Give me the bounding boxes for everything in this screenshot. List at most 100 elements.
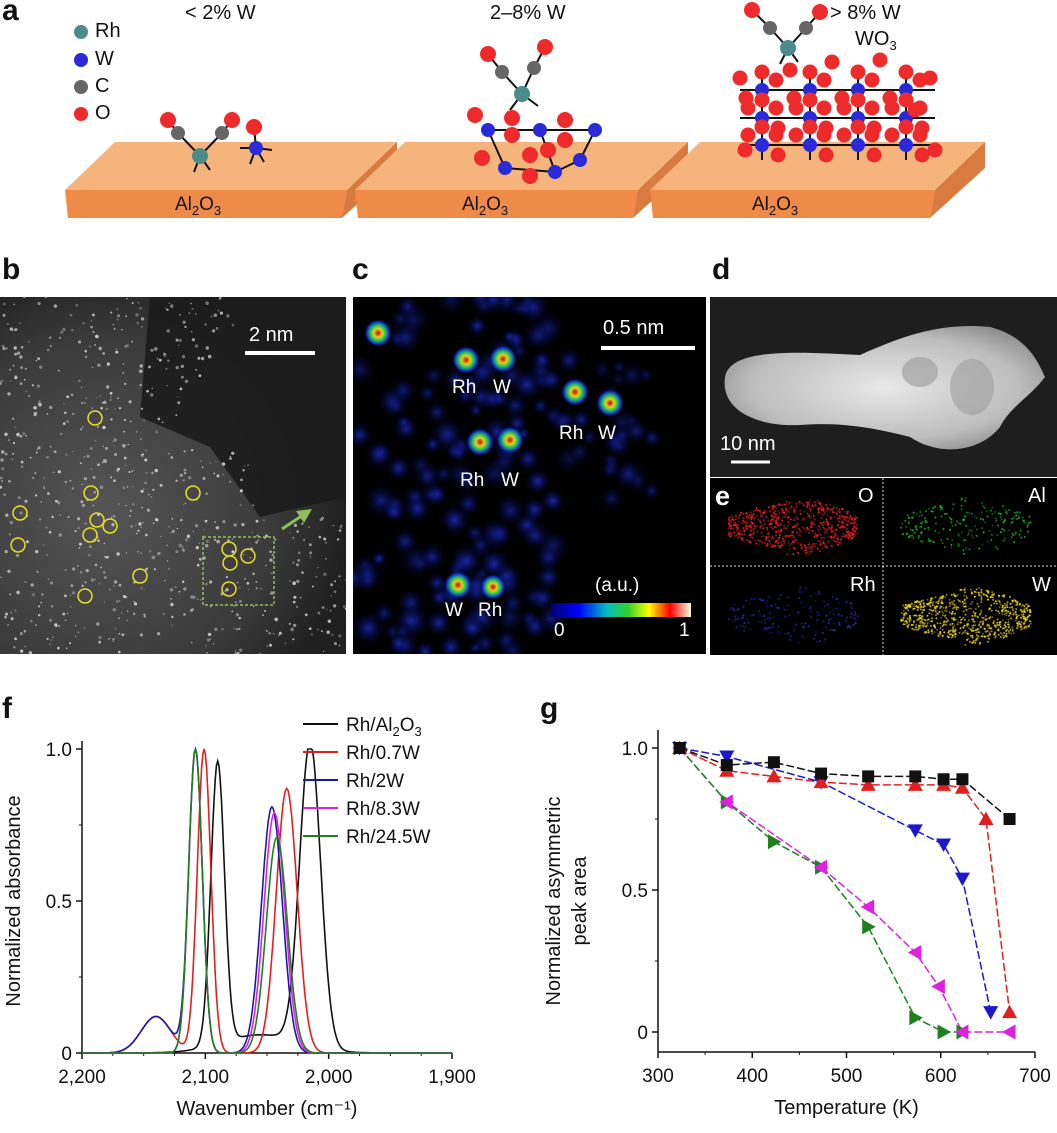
eds-signal-dot bbox=[792, 519, 795, 521]
wo3-tungsten-atom bbox=[803, 138, 817, 152]
eds-signal-dot bbox=[826, 514, 829, 517]
eds-signal-dot bbox=[1014, 599, 1017, 602]
haadf-speckle bbox=[89, 345, 91, 348]
haadf-speckle bbox=[66, 395, 70, 399]
eds-signal-dot bbox=[728, 526, 731, 529]
haadf-speckle bbox=[91, 407, 94, 410]
eds-signal-dot bbox=[968, 640, 971, 643]
eds-signal-dot bbox=[935, 601, 938, 604]
eds-signal-dot bbox=[979, 626, 982, 628]
eds-signal-dot bbox=[945, 610, 948, 613]
panel-d-label: d bbox=[712, 253, 731, 286]
f-series-line bbox=[82, 748, 452, 1054]
haadf-speckle bbox=[134, 524, 137, 527]
eds-signal-dot bbox=[816, 547, 819, 550]
haadf-speckle bbox=[271, 554, 274, 557]
eds-signal-dot bbox=[937, 602, 940, 605]
eds-signal-dot bbox=[974, 641, 977, 644]
eds-signal-dot bbox=[791, 526, 794, 529]
eds-signal-dot bbox=[1027, 625, 1030, 628]
eds-signal-dot bbox=[771, 508, 774, 511]
haadf-speckle bbox=[49, 336, 52, 339]
eds-signal-dot bbox=[926, 624, 929, 627]
wo3-oxygen-atom bbox=[754, 119, 770, 135]
haadf-speckle bbox=[16, 432, 20, 437]
haadf-speckle bbox=[293, 595, 297, 599]
eds-signal-dot bbox=[963, 599, 966, 602]
eds-signal-dot bbox=[738, 533, 741, 536]
eds-signal-dot bbox=[846, 528, 848, 530]
eds-signal-dot bbox=[811, 521, 814, 524]
eds-signal-dot bbox=[827, 523, 830, 526]
eds-signal-dot bbox=[750, 598, 753, 601]
eds-signal-dot bbox=[902, 623, 905, 626]
haadf-speckle bbox=[268, 632, 271, 635]
eds-signal-dot bbox=[900, 526, 903, 529]
haadf-speckle bbox=[113, 585, 115, 587]
eds-signal-dot bbox=[935, 617, 938, 620]
haadf-speckle bbox=[183, 450, 186, 453]
eds-signal-dot bbox=[768, 523, 771, 526]
eds-signal-dot bbox=[1028, 620, 1031, 622]
eds-signal-dot bbox=[730, 527, 733, 530]
haadf-speckle bbox=[269, 643, 272, 647]
wo3-oxygen-atom bbox=[836, 100, 852, 116]
eds-signal-dot bbox=[775, 530, 778, 532]
eds-signal-dot bbox=[974, 525, 977, 528]
haadf-speckle bbox=[84, 349, 88, 353]
eds-signal-dot bbox=[950, 546, 953, 549]
colorbar-max: 1 bbox=[679, 620, 690, 641]
eds-signal-dot bbox=[948, 611, 951, 614]
eds-signal-dot bbox=[808, 607, 811, 610]
g-x-tick-label: 700 bbox=[1019, 1066, 1051, 1087]
eds-signal-dot bbox=[954, 595, 957, 598]
eds-signal-dot bbox=[826, 505, 829, 507]
eds-signal-dot bbox=[854, 530, 856, 533]
eds-signal-dot bbox=[964, 629, 967, 632]
haadf-speckle bbox=[257, 539, 260, 542]
eds-signal-dot bbox=[782, 511, 785, 514]
haadf-speckle bbox=[35, 550, 39, 554]
eds-signal-dot bbox=[964, 613, 967, 616]
haadf-speckle bbox=[16, 351, 21, 355]
eds-signal-dot bbox=[978, 594, 981, 597]
eds-signal-dot bbox=[764, 538, 767, 541]
haadf-speckle bbox=[158, 551, 161, 555]
eds-signal-dot bbox=[971, 634, 974, 637]
eds-signal-dot bbox=[961, 632, 964, 635]
eds-signal-dot bbox=[994, 511, 997, 513]
haadf-speckle bbox=[19, 632, 23, 636]
eds-signal-dot bbox=[787, 502, 790, 505]
intensity-blob bbox=[521, 318, 556, 353]
eds-signal-dot bbox=[1001, 609, 1004, 612]
eds-signal-dot bbox=[1016, 517, 1019, 520]
haadf-speckle bbox=[255, 540, 258, 544]
eds-signal-dot bbox=[804, 622, 807, 625]
eds-signal-dot bbox=[1004, 508, 1007, 511]
haadf-speckle bbox=[235, 628, 238, 631]
haadf-speckle bbox=[269, 550, 272, 553]
eds-signal-dot bbox=[749, 628, 752, 631]
haadf-speckle bbox=[69, 313, 73, 317]
intensity-blob bbox=[421, 363, 446, 388]
haadf-speckle bbox=[103, 571, 106, 574]
eds-signal-dot bbox=[764, 509, 766, 512]
eds-signal-dot bbox=[965, 608, 968, 611]
haadf-speckle bbox=[140, 526, 143, 529]
haadf-speckle bbox=[109, 399, 112, 401]
eds-signal-dot bbox=[963, 624, 966, 627]
eds-signal-dot bbox=[963, 594, 966, 597]
haadf-speckle bbox=[311, 585, 314, 588]
eds-signal-dot bbox=[1003, 631, 1006, 634]
eds-signal-dot bbox=[999, 516, 1002, 519]
eds-signal-dot bbox=[836, 506, 838, 509]
haadf-speckle bbox=[77, 517, 81, 521]
eds-signal-dot bbox=[939, 633, 942, 635]
haadf-speckle bbox=[180, 518, 183, 522]
haadf-speckle bbox=[126, 486, 129, 488]
eds-signal-dot bbox=[757, 620, 760, 623]
eds-signal-dot bbox=[921, 521, 924, 524]
support-slab-2 bbox=[355, 142, 688, 218]
eds-signal-dot bbox=[1008, 596, 1011, 598]
haadf-speckle bbox=[80, 500, 84, 504]
